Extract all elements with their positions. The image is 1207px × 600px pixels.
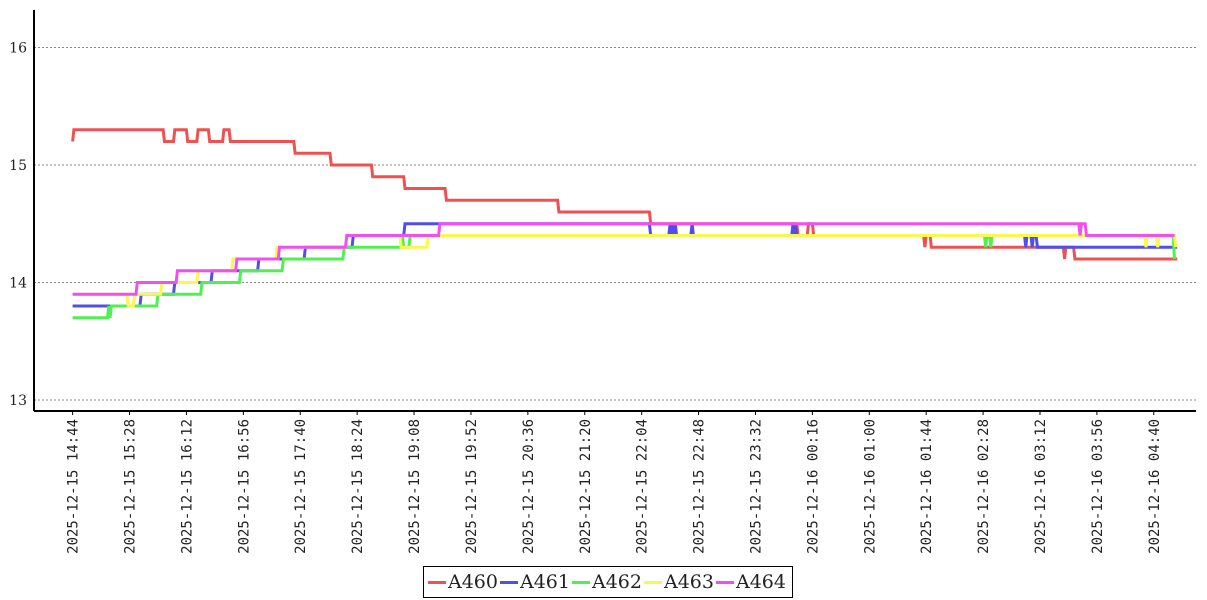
legend-item-a464: A464 (716, 571, 786, 593)
x-tick-label: 2025-12-15 14:44 (66, 419, 82, 554)
legend-swatch (500, 580, 518, 584)
x-tick-label: 2025-12-15 20:36 (521, 419, 537, 554)
legend: A460 A461 A462 A463 A464 (423, 566, 793, 598)
legend-swatch (572, 580, 590, 584)
x-tick-label: 2025-12-16 03:56 (1090, 419, 1106, 554)
x-tick-label: 2025-12-15 22:48 (692, 419, 708, 554)
legend-label: A462 (592, 571, 642, 593)
y-tick-labels: 13 14 15 16 (9, 41, 27, 410)
x-tick-label: 2025-12-15 18:24 (350, 419, 366, 554)
legend-item-a463: A463 (644, 571, 714, 593)
x-tick-label: 2025-12-16 03:12 (1033, 419, 1049, 554)
x-tick-label: 2025-12-15 16:12 (179, 419, 195, 554)
x-tick-label: 2025-12-15 19:52 (464, 419, 480, 554)
x-tick-label: 2025-12-15 16:56 (236, 419, 252, 554)
x-tick-label: 2025-12-15 17:40 (293, 419, 309, 554)
series-line-a464 (72, 222, 1175, 296)
y-tick-label: 16 (9, 41, 27, 57)
legend-swatch (428, 580, 446, 584)
x-tick-label: 2025-12-16 02:28 (976, 419, 992, 554)
x-tick-label: 2025-12-15 22:04 (635, 419, 651, 554)
y-tick-label: 15 (9, 158, 27, 174)
x-tick-label: 2025-12-16 01:44 (919, 419, 935, 554)
legend-item-a462: A462 (572, 571, 642, 593)
series-lines (71, 128, 1178, 320)
x-tick-label: 2025-12-15 19:08 (407, 419, 423, 554)
x-tick-label: 2025-12-16 04:40 (1147, 419, 1163, 554)
series-line-a460 (71, 128, 1178, 261)
legend-swatch (716, 580, 734, 584)
x-tick-labels: 2025-12-15 14:44 2025-12-15 15:28 2025-12-… (66, 411, 1163, 554)
legend-item-a461: A461 (500, 571, 570, 593)
y-tick-label: 13 (9, 393, 27, 409)
legend-label: A461 (520, 571, 570, 593)
x-tick-label: 2025-12-15 23:32 (748, 419, 764, 554)
x-tick-label: 2025-12-16 01:00 (862, 419, 878, 554)
legend-label: A464 (736, 571, 786, 593)
legend-swatch (644, 580, 662, 584)
x-tick-label: 2025-12-15 21:20 (578, 419, 594, 554)
axes (33, 10, 1196, 412)
legend-item-a460: A460 (428, 571, 498, 593)
legend-label: A463 (664, 571, 714, 593)
x-tick-label: 2025-12-16 00:16 (805, 419, 821, 554)
x-tick-label: 2025-12-15 15:28 (123, 419, 139, 554)
legend-label: A460 (448, 571, 498, 593)
y-tick-label: 14 (9, 276, 27, 292)
